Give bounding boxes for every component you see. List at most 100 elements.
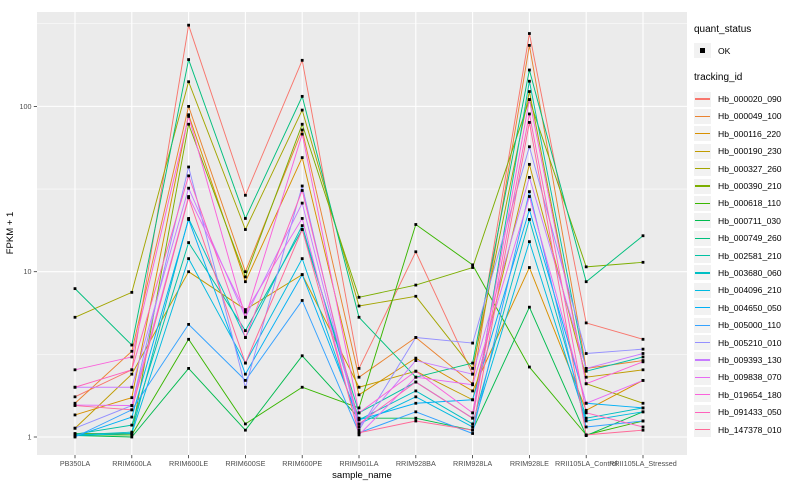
data-point [414, 410, 418, 414]
legend-item: Hb_000618_110 [694, 195, 800, 212]
x-tick-label: RRIM600LE [169, 459, 208, 468]
data-point [471, 422, 474, 426]
data-point [357, 416, 361, 420]
x-tick-label: RRIM928LA [453, 459, 492, 468]
data-point [414, 369, 418, 373]
data-point [244, 280, 247, 284]
data-point [187, 196, 190, 200]
legend: quant_status OK tracking_id Hb_000020_09… [694, 24, 800, 438]
data-point [414, 359, 418, 362]
x-tick-label: RRII105LA_Stressed [609, 459, 677, 468]
data-point [357, 406, 361, 410]
y-tick-label: 100 [20, 102, 32, 111]
data-point [300, 201, 304, 205]
data-point [641, 410, 645, 414]
legend-item-quant-status-ok: OK [694, 42, 800, 59]
data-point [130, 415, 134, 419]
data-point [414, 419, 418, 423]
data-point [414, 395, 418, 399]
x-tick-label: RRIM600SE [225, 459, 265, 468]
data-point [300, 108, 304, 112]
legend-item-label: Hb_009838_070 [718, 372, 782, 383]
data-point [641, 347, 645, 351]
data-point [130, 368, 134, 372]
data-point [73, 426, 77, 430]
data-point [300, 224, 304, 228]
data-point [244, 310, 247, 314]
legend-item: Hb_009393_130 [694, 351, 800, 368]
data-point [641, 355, 645, 359]
legend-item-label: Hb_004096_210 [718, 285, 782, 296]
legend-item: Hb_091433_050 [694, 403, 800, 420]
legend-title-tracking-id: tracking_id [694, 72, 743, 84]
data-point [584, 265, 588, 269]
series-line-key-icon [694, 335, 711, 351]
data-point [584, 416, 588, 420]
data-point [641, 360, 645, 364]
data-point [357, 393, 361, 397]
data-point [641, 419, 645, 423]
data-point [300, 273, 304, 277]
x-tick-label: RRIM928LE [510, 459, 549, 468]
data-point [641, 352, 645, 355]
data-point [528, 195, 531, 198]
data-point [187, 186, 190, 190]
data-point [414, 389, 418, 393]
legend-item: Hb_000049_100 [694, 108, 800, 125]
data-point [187, 367, 190, 370]
data-point [187, 218, 190, 221]
data-point [130, 355, 134, 359]
data-point [414, 250, 418, 254]
legend-item-label: Hb_002581_210 [718, 250, 782, 261]
data-point [584, 352, 588, 355]
data-point [471, 266, 474, 269]
data-point [528, 145, 531, 149]
data-point [244, 217, 247, 220]
series-line-key-icon [694, 230, 711, 246]
legend-item-label: Hb_009393_130 [718, 354, 782, 365]
data-point [471, 425, 474, 429]
legend-item-label: Hb_147378_010 [718, 424, 782, 435]
data-point [187, 257, 190, 261]
x-tick-label: PB350LA [60, 459, 91, 468]
data-point [528, 90, 531, 93]
series-line-key-icon [694, 91, 711, 107]
data-point [584, 419, 588, 423]
legend-item: Hb_019654_180 [694, 386, 800, 403]
legend-item-label: Hb_000749_260 [718, 233, 782, 244]
legend-item-label: Hb_000327_260 [718, 163, 782, 174]
series-line-key-icon [694, 404, 711, 420]
data-point [584, 401, 588, 405]
data-point [471, 428, 474, 432]
data-point [130, 385, 134, 389]
data-point [641, 368, 645, 372]
tracking-id-legend-items: Hb_000020_090 Hb_000049_100 Hb_000116_220 H… [694, 90, 800, 438]
x-tick-label: RRIM600PE [282, 459, 322, 468]
series-line-key-icon [694, 195, 711, 211]
legend-item: Hb_004650_050 [694, 299, 800, 316]
data-point [130, 349, 134, 353]
plot-area: PB350LA RRIM600LA RRIM600LE RRIM600SE RRIM60… [20, 12, 687, 468]
data-point [187, 80, 190, 84]
x-tick-label: RRIM600LA [112, 459, 151, 468]
data-point [471, 416, 474, 420]
legend-item-label: Hb_005210_010 [718, 337, 782, 348]
data-point [357, 315, 361, 319]
series-line-key-icon [694, 317, 711, 333]
data-point [414, 336, 418, 339]
data-point [528, 266, 531, 269]
data-point [300, 122, 304, 126]
data-point [471, 361, 474, 365]
legend-item: Hb_000390_210 [694, 177, 800, 194]
data-point [414, 416, 418, 420]
data-point [584, 425, 588, 429]
legend-item: Hb_147378_010 [694, 421, 800, 438]
data-point [300, 156, 304, 160]
data-point [528, 32, 531, 35]
legend-item: Hb_002581_210 [694, 247, 800, 264]
data-point [244, 378, 247, 382]
series-line-key-icon [694, 108, 711, 124]
data-point [471, 367, 474, 370]
data-point [73, 287, 77, 291]
data-point [73, 315, 77, 319]
